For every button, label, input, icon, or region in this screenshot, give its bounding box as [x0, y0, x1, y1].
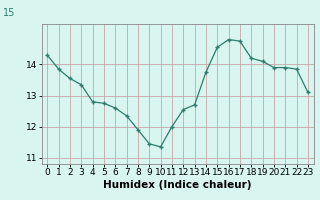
- X-axis label: Humidex (Indice chaleur): Humidex (Indice chaleur): [103, 180, 252, 190]
- Text: 15: 15: [3, 8, 16, 18]
